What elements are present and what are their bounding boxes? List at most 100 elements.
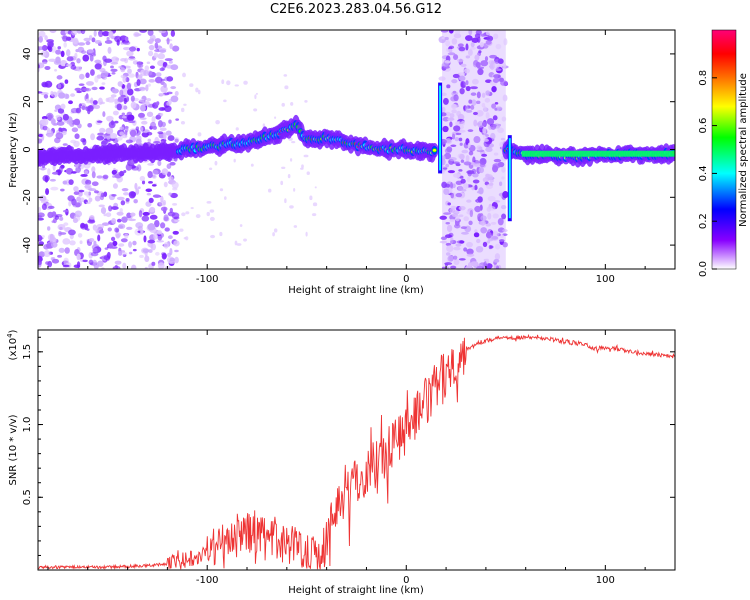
noise-dot [96,223,104,230]
noise-dot [78,73,85,80]
noise-dot [114,120,119,124]
noise-dot [454,223,461,229]
noise-dot [142,248,150,253]
noise-dot [139,175,146,182]
noise-dot [41,81,48,88]
noise-dot [50,117,56,125]
noise-dot [134,182,138,190]
noise-dot [447,202,451,206]
noise-dot [466,199,472,203]
noise-dot [463,161,472,166]
noise-dot [97,234,101,242]
noise-dot [471,78,479,85]
noise-dot [53,60,62,65]
noise-dot [62,35,69,42]
noise-dot [102,174,109,179]
noise-dot [174,91,179,96]
noise-dot [93,104,101,110]
noise-dot [250,163,254,167]
noise-dot [466,176,471,183]
noise-dot [110,56,119,64]
noise-dot [107,46,112,54]
noise-dot [85,40,91,46]
noise-dot [445,40,451,47]
noise-dot [71,171,77,174]
noise-dot [446,224,453,233]
noise-dot [485,39,492,45]
noise-dot [243,80,248,85]
noise-dot [51,258,60,264]
snr-ytick-label: 1.0 [22,417,33,433]
noise-dot [180,107,185,113]
spectrogram-xtick-label: 0 [403,274,409,285]
noise-dot [148,71,153,78]
noise-dot [82,54,90,62]
noise-dot [58,247,65,253]
noise-dot [466,170,475,175]
noise-dot [155,251,160,256]
noise-dot [500,137,506,141]
noise-dot [99,86,105,90]
noise-dot [183,103,187,106]
noise-dot [70,93,76,97]
noise-dot [243,238,247,242]
noise-dot [464,105,469,112]
noise-dot [101,222,110,226]
noise-dot [152,194,161,198]
noise-dot [46,39,54,43]
snr-yscale-exponent: 4 [6,333,14,338]
noise-dot [108,242,114,249]
noise-dot [466,253,475,257]
noise-dot [272,232,275,237]
noise-dot [42,125,48,131]
noise-dot [114,260,122,265]
noise-dot [97,260,104,267]
noise-dot [481,92,486,98]
noise-dot [485,112,490,119]
noise-dot [57,108,65,114]
noise-dot [501,213,507,220]
noise-dot [90,133,95,141]
noise-dot [445,138,452,143]
noise-dot [50,241,58,248]
noise-dot [469,209,474,218]
noise-dot [452,161,460,165]
noise-dot [130,212,136,217]
noise-dot [483,138,489,142]
noise-dot [38,46,44,51]
noise-dot [494,107,498,111]
noise-dot [493,258,500,263]
noise-dot [450,144,457,147]
noise-dot [493,152,499,156]
noise-dot [311,213,317,217]
noise-dot [59,217,64,221]
noise-dot [50,186,59,191]
noise-dot [224,196,227,200]
snr-yscale-suffix: ) [8,329,19,333]
noise-dot [477,120,485,128]
noise-dot [496,265,500,269]
noise-dot [96,175,103,179]
noise-dot [116,103,122,111]
snr-plot-area [38,330,675,570]
noise-dot [451,103,457,110]
noise-dot [451,133,456,140]
noise-dot [154,76,163,84]
noise-dot [466,241,473,248]
noise-dot [124,36,129,42]
noise-dot [153,232,158,240]
noise-dot [85,98,90,102]
noise-dot [132,248,137,252]
noise-dot [147,50,154,57]
noise-dot [103,255,111,261]
noise-dot [486,240,491,244]
noise-dot [38,234,43,242]
noise-dot [58,127,63,132]
noise-dot [283,74,288,77]
noise-dot [73,191,80,196]
noise-dot [253,108,258,112]
noise-dot [156,101,160,106]
noise-dot [487,212,492,220]
noise-dot [445,234,452,239]
noise-dot [169,161,176,166]
